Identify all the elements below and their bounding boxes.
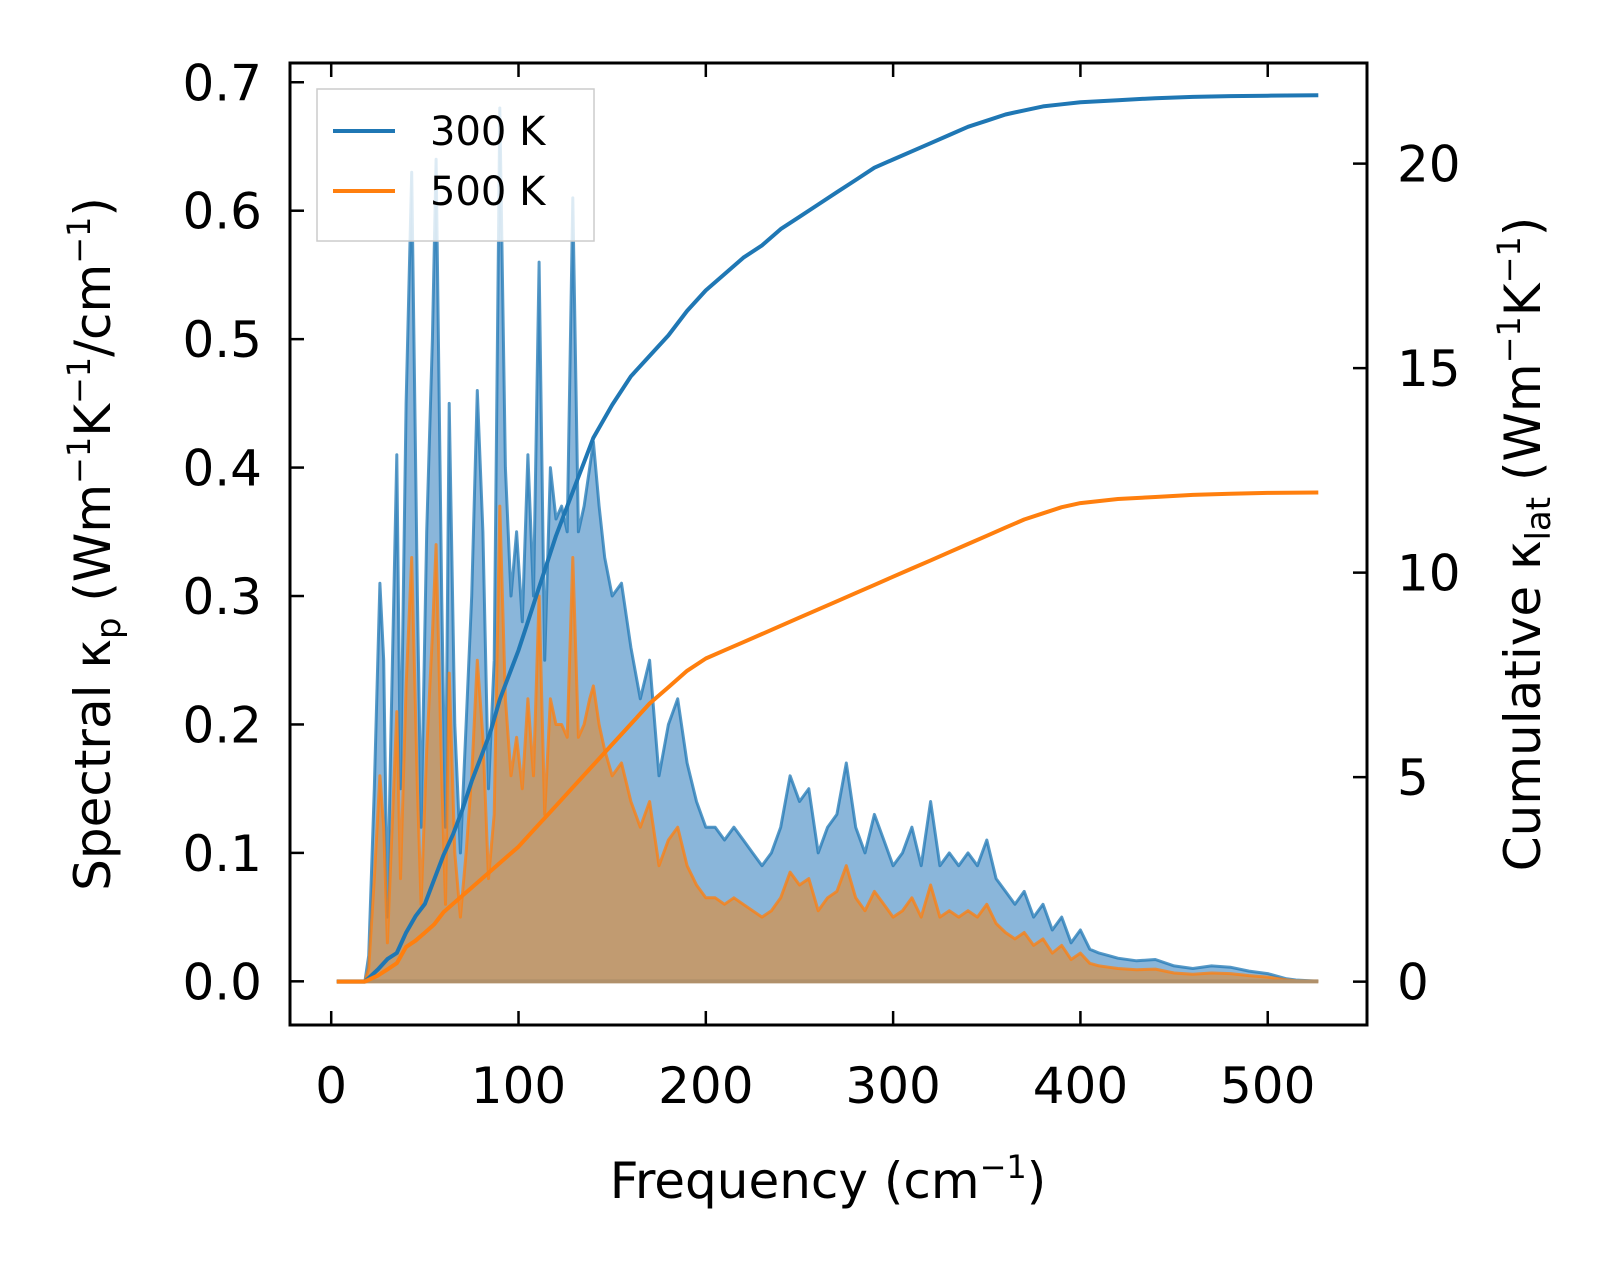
x-axis-title-end: ) [1027,1152,1047,1210]
x-tick-label: 200 [658,1057,753,1115]
y-left-tick-label: 0.1 [182,825,262,883]
legend-label-500k: 500 K [430,169,547,215]
spectral-area-500k [336,506,1319,982]
cumulative-layer [336,93,1319,984]
y-left-tick-label: 0.0 [182,953,262,1011]
cumulative-line-500k [336,490,1319,984]
x-tick-label: 300 [845,1057,940,1115]
y-right-tick-label: 0 [1397,954,1429,1012]
ticks-layer: 0 100 200 300 400 5000.00.10.20.30.40.50.60.7… [182,54,1460,1115]
y-right-axis-title: Cumulative κlat (Wm−1K−1) [1490,217,1559,872]
y-right-tick-label: 15 [1397,340,1461,398]
x-axis-title-main: Frequency (cm [610,1152,980,1210]
y-right-tick-label: 5 [1397,749,1429,807]
spectral-line-500k [336,504,1319,983]
x-tick-label: 0 [315,1057,347,1115]
y-left-tick-label: 0.2 [182,696,262,754]
x-axis-title-sup: −1 [980,1148,1027,1186]
y-left-tick-label: 0.7 [182,54,262,112]
y-right-tick-label: 10 [1397,545,1461,603]
x-tick-label: 100 [471,1057,566,1115]
y-left-axis-title: Spectral κp (Wm−1K−1/cm−1) [60,197,129,891]
legend-box [316,88,595,242]
y-left-tick-label: 0.4 [182,440,262,498]
cumulative-line-300k [336,93,1319,984]
y-left-tick-label: 0.5 [182,311,262,369]
spectral-line-300k [336,106,1319,983]
plot-frame [288,61,1369,1027]
x-tick-label: 500 [1220,1057,1315,1115]
legend-label-300k: 300 K [430,109,547,155]
y-left-tick-label: 0.6 [182,183,262,241]
y-left-tick-label: 0.3 [182,568,262,626]
spectral-layer [336,106,1319,984]
x-tick-label: 400 [1033,1057,1128,1115]
legend: 300 K 500 K [316,88,595,242]
x-axis-title: Frequency (cm−1) [610,1148,1047,1210]
y-right-tick-label: 20 [1397,136,1461,194]
